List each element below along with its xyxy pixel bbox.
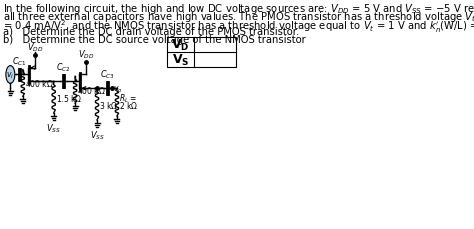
Text: $V_{DD}$: $V_{DD}$ [27,41,44,54]
Text: $V_{SS}$: $V_{SS}$ [90,129,105,141]
Text: 400 k$\Omega$: 400 k$\Omega$ [25,78,54,88]
Text: $V_{SS}$: $V_{SS}$ [46,122,61,134]
Text: $v_i$: $v_i$ [6,70,14,80]
Text: $R_L=$: $R_L=$ [119,93,137,105]
Text: 3 k$\Omega$: 3 k$\Omega$ [99,99,118,110]
Text: In the following circuit, the high and low DC voltage sources are: $V_{DD}$ = 5 : In the following circuit, the high and l… [3,2,474,16]
Text: $C_{C2}$: $C_{C2}$ [56,62,71,74]
Circle shape [6,66,15,84]
Text: all three external capacitors have high values. The PMOS transistor has a thresh: all three external capacitors have high … [3,10,474,26]
Text: $V_{DD}$: $V_{DD}$ [78,48,94,60]
Text: $\mathbf{V_S}$: $\mathbf{V_S}$ [172,52,189,67]
Text: $v_o$: $v_o$ [113,84,123,94]
Text: $C_{C3}$: $C_{C3}$ [100,69,114,81]
Text: = 0.4 mA/V$^2$, and the NMOS transistor has a threshold voltage equal to $V_t$ =: = 0.4 mA/V$^2$, and the NMOS transistor … [3,18,474,35]
Text: 2 k$\Omega$: 2 k$\Omega$ [119,99,138,110]
Bar [167,38,236,67]
Text: 1.5 k$\Omega$: 1.5 k$\Omega$ [55,92,82,103]
Text: 400 k$\Omega$: 400 k$\Omega$ [77,85,106,95]
Text: b)   Determine the DC source voltage of the NMOS transistor: b) Determine the DC source voltage of th… [3,35,306,45]
Text: $\mathbf{V_D}$: $\mathbf{V_D}$ [171,38,190,53]
Text: a)   Determine the DC drain voltage of the PMOS transistor.: a) Determine the DC drain voltage of the… [3,27,299,37]
Text: $C_{C1}$: $C_{C1}$ [12,55,27,67]
